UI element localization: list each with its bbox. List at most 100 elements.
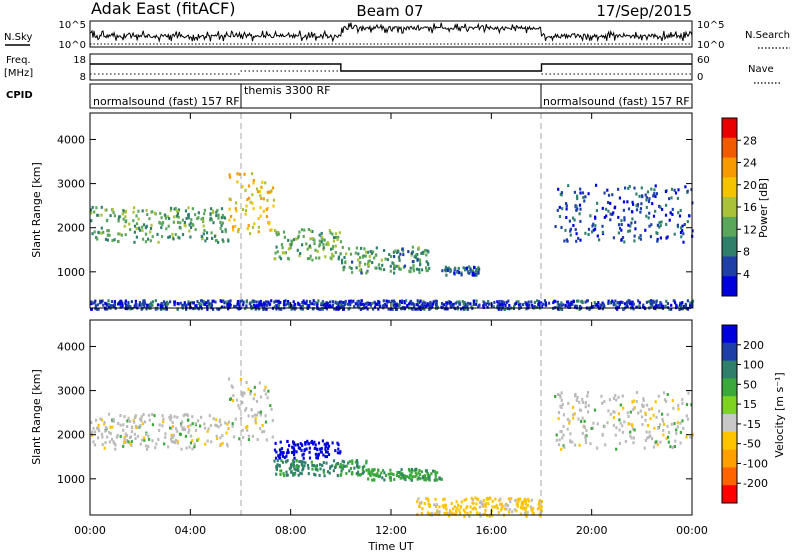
echo-cell bbox=[465, 267, 468, 271]
echo-cell bbox=[584, 405, 587, 409]
echo-cell bbox=[632, 202, 635, 206]
echo-cell bbox=[331, 253, 334, 257]
echo-cell bbox=[400, 299, 404, 303]
echo-cell bbox=[371, 478, 374, 482]
echo-cell bbox=[322, 246, 325, 250]
echo-cell bbox=[214, 239, 218, 243]
echo-cell bbox=[285, 454, 288, 458]
echo-cell bbox=[679, 430, 682, 434]
echo-cell bbox=[622, 200, 626, 204]
echo-cell bbox=[271, 419, 274, 423]
echo-cell bbox=[416, 500, 419, 504]
echo-cell bbox=[365, 271, 368, 275]
echo-cell bbox=[632, 399, 635, 403]
echo-cell bbox=[278, 448, 282, 452]
echo-cell bbox=[517, 497, 520, 501]
echo-cell bbox=[176, 220, 180, 224]
echo-cell bbox=[241, 401, 244, 404]
echo-cell bbox=[314, 464, 317, 468]
echo-cell bbox=[475, 273, 478, 277]
echo-cell bbox=[472, 271, 475, 275]
echo-cell bbox=[353, 305, 356, 308]
echo-cell bbox=[151, 423, 154, 427]
echo-cell bbox=[233, 305, 236, 309]
echo-cell bbox=[411, 301, 414, 305]
echo-cell bbox=[508, 507, 511, 511]
echo-cell bbox=[435, 503, 438, 507]
echo-cell bbox=[194, 213, 197, 217]
echo-cell bbox=[221, 221, 224, 225]
echo-cell bbox=[134, 437, 137, 440]
cpid-label: CPID bbox=[6, 90, 33, 101]
echo-cell bbox=[423, 301, 427, 305]
echo-cell bbox=[290, 450, 294, 454]
echo-cell bbox=[363, 464, 366, 468]
echo-cell bbox=[494, 497, 497, 501]
date-title: 17/Sep/2015 bbox=[596, 2, 692, 20]
echo-cell bbox=[629, 430, 632, 434]
echo-cell bbox=[259, 206, 262, 210]
echo-cell bbox=[184, 434, 187, 438]
echo-cell bbox=[357, 473, 360, 477]
echo-cell bbox=[420, 512, 423, 515]
echo-cell bbox=[681, 224, 684, 228]
echo-cell bbox=[668, 218, 671, 222]
echo-cell bbox=[276, 463, 279, 467]
echo-cell bbox=[560, 303, 563, 307]
echo-cell bbox=[272, 204, 275, 208]
echo-cell bbox=[418, 268, 421, 272]
echo-cell bbox=[108, 233, 111, 237]
echo-cell bbox=[304, 461, 307, 465]
echo-cell bbox=[262, 305, 265, 309]
echo-cell bbox=[108, 412, 111, 416]
echo-cell bbox=[668, 431, 671, 434]
echo-cell bbox=[176, 212, 179, 216]
echo-cell bbox=[260, 197, 263, 200]
echo-cell bbox=[360, 271, 363, 275]
echo-cell bbox=[266, 198, 269, 202]
echo-cell bbox=[104, 301, 107, 305]
echo-cell bbox=[301, 301, 304, 304]
echo-cell bbox=[226, 304, 229, 308]
echo-cell bbox=[339, 473, 342, 477]
echo-cell bbox=[202, 218, 205, 222]
echo-cell bbox=[313, 238, 316, 242]
echo-cell bbox=[290, 307, 293, 311]
station-title: Adak East (fitACF) bbox=[91, 0, 235, 18]
echo-cell bbox=[255, 300, 258, 304]
echo-cell bbox=[221, 441, 224, 445]
colorbar-frame bbox=[721, 324, 738, 504]
colorbar-segment bbox=[722, 485, 737, 504]
echo-cell bbox=[231, 422, 234, 426]
echo-cell bbox=[374, 266, 377, 270]
echo-cell bbox=[420, 251, 423, 255]
echo-cell bbox=[268, 220, 271, 224]
echo-cell bbox=[423, 249, 426, 253]
echo-cell bbox=[593, 408, 597, 412]
echo-cell bbox=[385, 299, 388, 303]
echo-cell bbox=[667, 435, 670, 439]
echo-cell bbox=[619, 421, 622, 425]
echo-cell bbox=[637, 411, 640, 415]
echo-cell bbox=[238, 406, 241, 410]
echo-cell bbox=[645, 214, 648, 218]
echo-cell bbox=[422, 302, 425, 306]
echo-cell bbox=[358, 465, 361, 469]
echo-cell bbox=[286, 302, 289, 305]
echo-cell bbox=[91, 232, 94, 236]
colorbar-segment bbox=[722, 276, 737, 297]
echo-cell bbox=[517, 500, 520, 504]
echo-cell bbox=[326, 241, 329, 244]
echo-cell bbox=[242, 436, 245, 439]
echo-cell bbox=[601, 307, 604, 311]
echo-cell bbox=[104, 208, 107, 212]
echo-cell bbox=[319, 450, 322, 454]
echo-cell bbox=[664, 304, 667, 308]
echo-cell bbox=[646, 436, 649, 440]
echo-cell bbox=[275, 472, 278, 476]
echo-cell bbox=[390, 472, 393, 476]
echo-cell bbox=[293, 456, 296, 460]
echo-cell bbox=[679, 226, 683, 230]
echo-cell bbox=[449, 509, 452, 513]
echo-cell bbox=[438, 512, 441, 516]
